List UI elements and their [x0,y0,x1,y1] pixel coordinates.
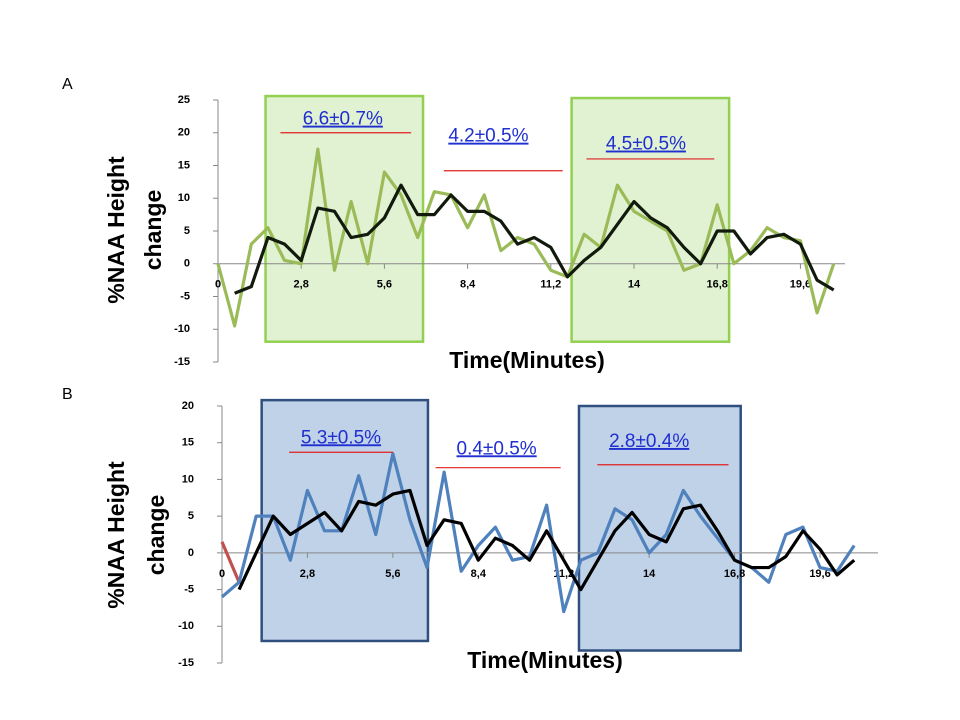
highlight-span [260,398,430,643]
annotation: 5.3±0.5% [301,427,381,448]
y-tick-label: 20 [182,400,194,412]
y-tick-label: -15 [178,657,194,669]
y-tick-label: -15 [174,356,190,368]
x-tick-label: 2,8 [294,279,309,291]
x-tick-label: 8,4 [471,568,487,580]
x-tick-label: 11,2 [540,279,561,291]
x-tick-label: 0 [215,279,221,291]
series-line [237,488,856,592]
series-line [220,541,241,583]
annotation: 2.8±0.4% [609,431,689,452]
y-tick-label: 10 [178,192,190,204]
y-tick-label: 5 [188,510,194,522]
x-tick-label: 14 [643,568,656,580]
y-axis-title: %NAA Height [103,156,129,304]
y-tick-label: 10 [182,473,194,485]
highlight-span [264,94,425,343]
y-tick-label: 25 [178,94,190,106]
y-tick-label: -10 [178,620,194,632]
x-axis-title: Time(Minutes) [449,347,604,373]
x-tick-label: 16,8 [724,568,745,580]
y-axis-title: change [140,190,166,271]
annotation: 6.6±0.7% [303,109,383,130]
x-tick-label: 5,6 [377,279,392,291]
y-axis-title: %NAA Height [103,461,129,609]
annotation: 4.2±0.5% [448,126,528,147]
x-tick-label: 0 [219,568,225,580]
y-tick-label: -5 [184,583,194,595]
y-tick-label: 5 [184,225,190,237]
y-tick-label: 0 [184,258,190,270]
y-tick-label: -10 [174,323,190,335]
x-tick-label: 16,8 [707,279,728,291]
x-axis-title: Time(Minutes) [467,647,622,673]
y-tick-label: 0 [188,547,194,559]
y-tick-label: -5 [180,290,190,302]
panel-label: A [62,76,73,93]
y-axis-title: change [143,495,169,576]
x-tick-label: 19,6 [790,279,811,291]
x-tick-label: 8,4 [460,279,476,291]
x-tick-label: 14 [628,279,641,291]
series-line [234,183,835,295]
x-tick-label: 19,6 [809,568,830,580]
y-tick-label: 15 [182,437,194,449]
panel-label: B [62,386,73,403]
y-tick-label: 20 [178,127,190,139]
x-tick-label: 2,8 [300,568,315,580]
x-tick-label: 5,6 [385,568,400,580]
annotation: 4.5±0.5% [606,134,686,155]
annotation: 0.4±0.5% [457,438,537,459]
y-tick-label: 15 [178,159,190,171]
